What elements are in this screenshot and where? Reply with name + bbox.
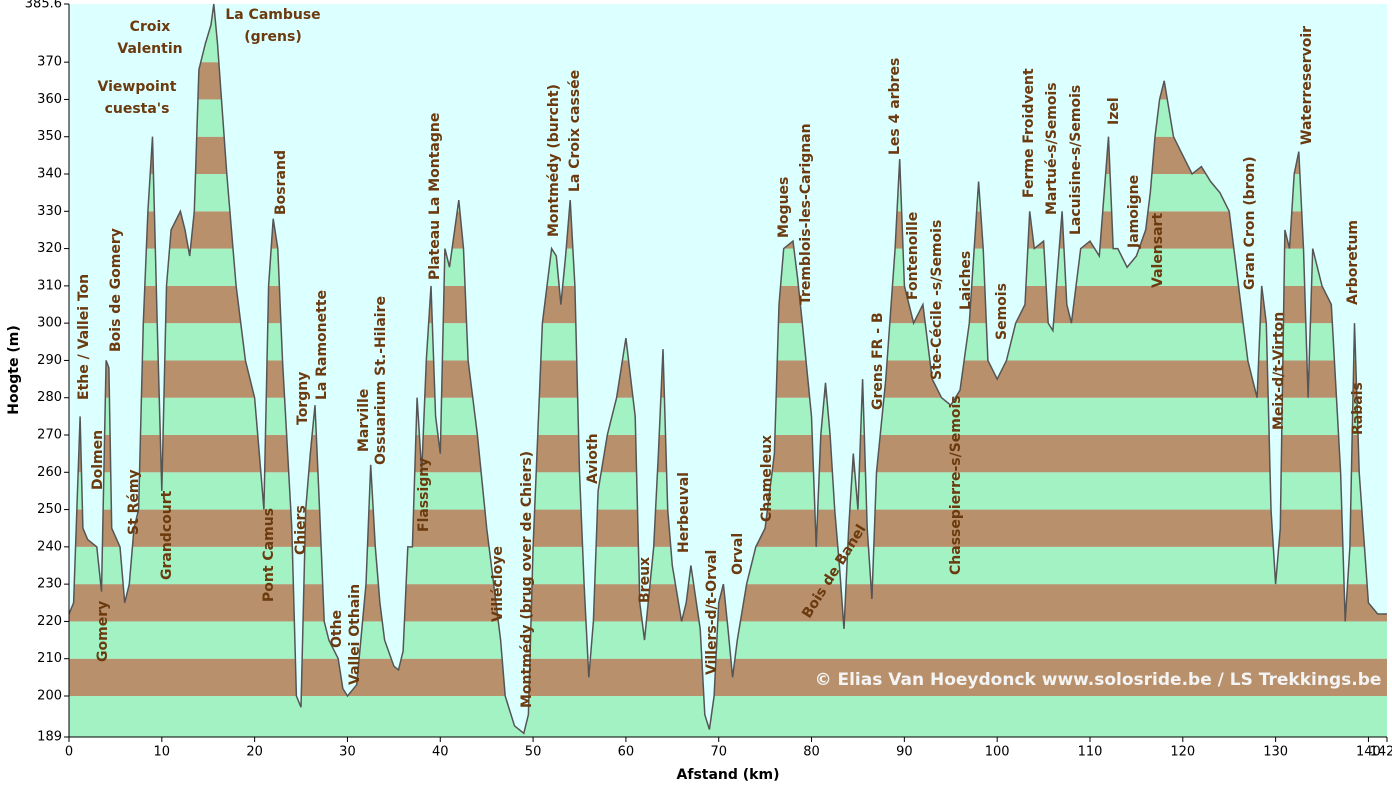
annotation: Semois bbox=[994, 283, 1010, 340]
annotation: Lacuisine-s/Semois bbox=[1068, 85, 1084, 235]
annotation: Rabais bbox=[1350, 382, 1366, 435]
annotation: Chiers bbox=[293, 505, 309, 555]
plot-area bbox=[68, 3, 1387, 737]
x-tick-label: 10 bbox=[154, 745, 171, 760]
annotation: Waterreservoir bbox=[1299, 26, 1315, 145]
annotation: Plateau La Montagne bbox=[427, 113, 443, 280]
annotation: Ferme Froidvent bbox=[1021, 68, 1037, 198]
x-tick-label: 60 bbox=[618, 745, 635, 760]
profile-line bbox=[68, 3, 1387, 735]
x-tick-label: 140 bbox=[1356, 745, 1381, 760]
annotation: Ethe / Vallei Ton bbox=[76, 274, 92, 400]
x-tick-label: 50 bbox=[525, 745, 542, 760]
annotation: Grandcourt bbox=[159, 490, 175, 580]
annotation: Croix bbox=[130, 19, 171, 35]
band bbox=[69, 695, 1387, 737]
annotation: Herbeuval bbox=[676, 472, 692, 553]
y-tick-label: 310 bbox=[37, 278, 62, 293]
annotation: Izel bbox=[1106, 97, 1122, 125]
annotation: Bosrand bbox=[273, 150, 289, 215]
x-tick-label: 142 bbox=[1370, 745, 1392, 760]
annotation: St Rémy bbox=[126, 469, 142, 535]
x-tick-label: 70 bbox=[710, 745, 727, 760]
band bbox=[69, 658, 1387, 696]
annotation: Valentin bbox=[117, 41, 182, 57]
annotation: Pont Camus bbox=[261, 508, 277, 602]
x-tick-label: 120 bbox=[1170, 745, 1195, 760]
x-tick-label: 0 bbox=[65, 745, 73, 760]
y-tick-label: 220 bbox=[37, 614, 62, 629]
annotation: Villers-d/t-Orval bbox=[704, 550, 720, 675]
annotation: Bois de Gomery bbox=[108, 228, 124, 352]
y-axis-label: Hoogte (m) bbox=[6, 325, 22, 414]
y-tick-label: 360 bbox=[37, 92, 62, 107]
annotation: Gomery bbox=[95, 601, 111, 662]
y-tick-label: 280 bbox=[37, 390, 62, 405]
annotation: Mogues bbox=[776, 177, 792, 238]
annotation: Les 4 arbres bbox=[887, 58, 903, 155]
y-tick-label: 370 bbox=[37, 55, 62, 70]
x-tick-label: 80 bbox=[803, 745, 820, 760]
x-axis-label: Afstand (km) bbox=[677, 767, 780, 783]
annotation: Martué-s/Semois bbox=[1044, 82, 1060, 215]
annotation: Chameleux bbox=[759, 435, 775, 522]
annotation: Ste-Cécile -s/Semois bbox=[929, 220, 945, 380]
y-tick-label: 270 bbox=[37, 428, 62, 443]
annotation: Montmédy (burcht) bbox=[546, 84, 562, 237]
annotation: Viewpoint bbox=[98, 79, 177, 95]
annotation: La Cambuse bbox=[225, 7, 320, 23]
y-tick-label: 385.6 bbox=[25, 0, 62, 12]
annotation: Valensart bbox=[1150, 213, 1166, 288]
x-tick-label: 20 bbox=[246, 745, 263, 760]
x-tick-label: 40 bbox=[432, 745, 449, 760]
annotation: Othe bbox=[329, 610, 345, 648]
annotation: Breux bbox=[637, 557, 653, 603]
annotation: Tremblois-les-Carignan bbox=[798, 123, 814, 305]
annotation: Chassepierre-s/Semois bbox=[948, 395, 964, 575]
x-tick-label: 90 bbox=[896, 745, 913, 760]
y-tick-label: 210 bbox=[37, 651, 62, 666]
annotation: Avioth bbox=[585, 433, 601, 484]
annotation: Villécloye bbox=[490, 546, 506, 622]
annotation: Grens FR - B bbox=[870, 312, 886, 410]
annotation: Gran Cron (bron) bbox=[1242, 156, 1258, 290]
y-tick-label: 200 bbox=[37, 688, 62, 703]
annotation: Meix-d/t-Virton bbox=[1271, 312, 1287, 430]
y-tick-label: 340 bbox=[37, 167, 62, 182]
y-tick-label: 350 bbox=[37, 129, 62, 144]
annotation: Jamoigne bbox=[1126, 175, 1142, 249]
y-tick-label: 300 bbox=[37, 316, 62, 331]
x-tick-label: 130 bbox=[1263, 745, 1288, 760]
annotation: Arboretum bbox=[1345, 220, 1361, 305]
annotation: Ossuarium St.-Hilaire bbox=[373, 296, 389, 465]
annotation: Vallei Othain bbox=[347, 584, 363, 685]
annotation: Flassigny bbox=[416, 458, 432, 532]
annotation: Orval bbox=[730, 533, 746, 575]
y-tick-label: 320 bbox=[37, 241, 62, 256]
annotation: La Croix cassée bbox=[567, 70, 583, 192]
y-tick-label: 290 bbox=[37, 353, 62, 368]
annotation: Marville bbox=[356, 389, 372, 452]
y-tick-label: 189 bbox=[37, 730, 62, 745]
credit: © Elias Van Hoeydonck www.solosride.be /… bbox=[815, 670, 1382, 690]
x-tick-label: 100 bbox=[985, 745, 1010, 760]
x-tick-label: 110 bbox=[1078, 745, 1103, 760]
annotation: (grens) bbox=[244, 29, 302, 45]
y-tick-label: 250 bbox=[37, 502, 62, 517]
y-tick-label: 260 bbox=[37, 465, 62, 480]
annotation: Torgny bbox=[295, 372, 311, 425]
y-tick-label: 330 bbox=[37, 204, 62, 219]
annotation: cuesta's bbox=[105, 101, 170, 117]
annotation: Laiches bbox=[958, 251, 974, 310]
annotation: Fontenoille bbox=[905, 212, 921, 300]
x-tick-label: 30 bbox=[339, 745, 356, 760]
annotation: La Ramonette bbox=[314, 290, 330, 400]
annotation: Montmédy (brug over de Chiers) bbox=[519, 451, 535, 708]
annotation: Dolmen bbox=[90, 430, 106, 490]
y-tick-label: 230 bbox=[37, 577, 62, 592]
y-tick-label: 240 bbox=[37, 539, 62, 554]
